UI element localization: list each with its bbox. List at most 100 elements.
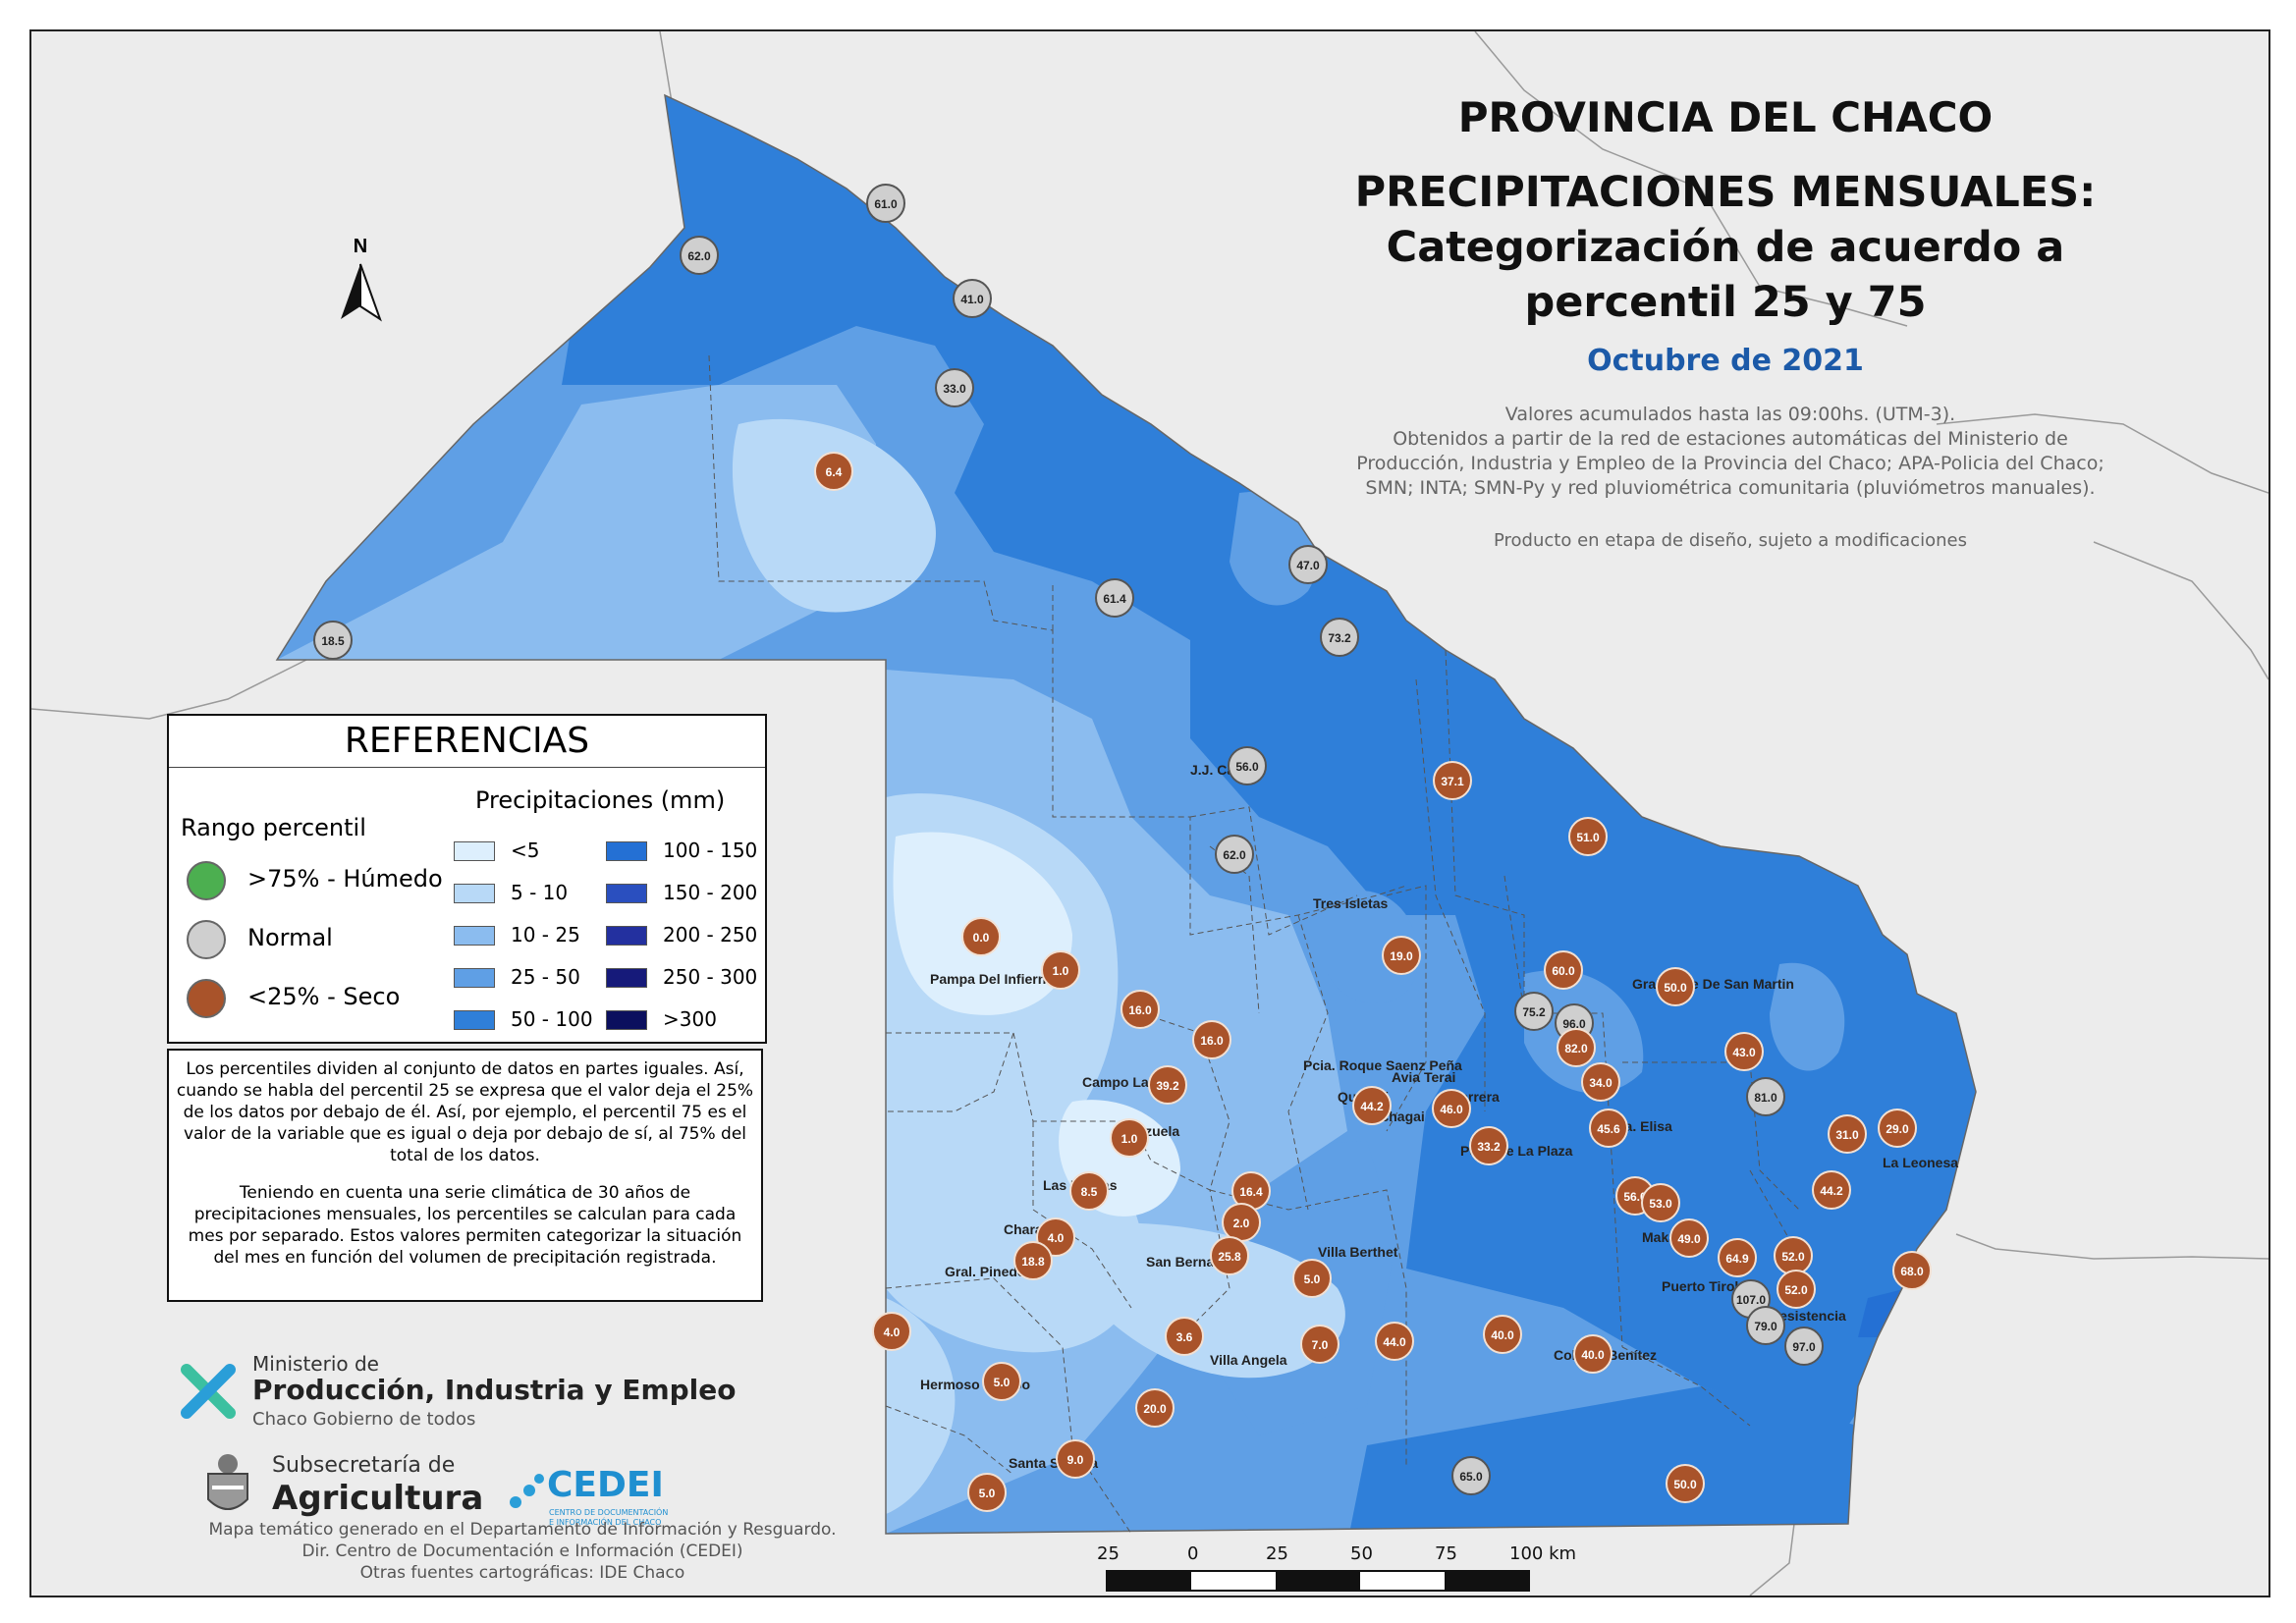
station-value: 1.0 <box>1053 964 1069 978</box>
legend-item-label: Normal <box>247 924 333 951</box>
station-marker: 60.0 <box>1544 950 1583 990</box>
station-value: 56.0 <box>1623 1190 1647 1204</box>
station-value: 62.0 <box>687 249 711 263</box>
station-marker: 81.0 <box>1746 1077 1785 1116</box>
map-frame: N J.J. Castelli Tres Isletas Pampa Del I… <box>29 29 2270 1597</box>
station-marker: 44.2 <box>1812 1170 1851 1210</box>
station-value: 75.2 <box>1522 1005 1546 1019</box>
explanation-paragraph: Los percentiles dividen al conjunto de d… <box>176 1059 754 1165</box>
station-value: 18.8 <box>1021 1255 1045 1269</box>
place-label: Resistencia <box>1770 1308 1846 1324</box>
station-dot <box>680 236 719 275</box>
logo-subsecretaria: Subsecretaría de Agricultura <box>198 1445 513 1534</box>
scale-label: 0 <box>1187 1543 1199 1564</box>
place-label: Pampa Del Infierno <box>930 971 1055 987</box>
station-value: 29.0 <box>1886 1122 1909 1136</box>
station-dot <box>1784 1326 1824 1366</box>
station-dot <box>1878 1109 1917 1148</box>
station-value: 96.0 <box>1562 1017 1586 1031</box>
legend-range-label: <5 <box>511 839 540 862</box>
scale-label: 50 <box>1350 1543 1373 1564</box>
place-label: Gral. Pinedo <box>945 1264 1025 1279</box>
title-line-3: Categorización de acuerdo a <box>1386 223 2065 272</box>
station-marker: 64.9 <box>1718 1238 1757 1277</box>
station-value: 4.0 <box>1048 1231 1065 1245</box>
station-dot <box>961 917 1001 956</box>
station-dot <box>1746 1077 1785 1116</box>
station-dot <box>1165 1317 1204 1356</box>
station-dot <box>1013 1241 1053 1280</box>
station-marker: 7.0 <box>1300 1325 1339 1364</box>
station-value: 0.0 <box>973 931 990 945</box>
station-dot <box>1669 1218 1709 1258</box>
station-dot <box>1724 1032 1764 1071</box>
station-dot <box>1382 936 1421 975</box>
logo-ministry: Ministerio de Producción, Industria y Em… <box>179 1352 768 1440</box>
station-value: 33.2 <box>1477 1140 1501 1154</box>
station-dot <box>1777 1270 1816 1309</box>
station-value: 2.0 <box>1233 1217 1250 1230</box>
description-line: Valores acumulados hasta las 09:00hs. (U… <box>1504 404 1956 425</box>
station-marker: 61.4 <box>1095 578 1134 618</box>
station-value: 41.0 <box>960 293 984 306</box>
station-value: 64.9 <box>1725 1252 1749 1266</box>
station-marker: 73.2 <box>1320 618 1359 657</box>
place-label: Villa Angela <box>1210 1352 1287 1368</box>
station-marker: 4.0 <box>872 1312 911 1351</box>
station-marker: 56.0 <box>1228 746 1267 785</box>
station-value: 65.0 <box>1459 1470 1483 1484</box>
station-value: 9.0 <box>1067 1453 1084 1467</box>
station-value: 31.0 <box>1835 1128 1859 1142</box>
shield-icon <box>207 1454 248 1510</box>
station-marker: 39.2 <box>1148 1065 1187 1105</box>
legend-range-label: 250 - 300 <box>663 965 758 989</box>
station-marker: 29.0 <box>1878 1109 1917 1148</box>
station-value: 44.0 <box>1383 1335 1406 1349</box>
station-marker: 46.0 <box>1432 1089 1471 1128</box>
station-value: 44.2 <box>1360 1100 1384 1113</box>
station-marker: 19.0 <box>1382 936 1421 975</box>
station-dot <box>1288 545 1328 584</box>
subsec-prefix: Subsecretaría de <box>272 1453 456 1478</box>
title-line-2: PRECIPITACIONES MENSUALES: <box>1354 168 2097 217</box>
station-marker: 43.0 <box>1724 1032 1764 1071</box>
station-dot <box>1300 1325 1339 1364</box>
station-dot <box>1210 1236 1249 1275</box>
scale-label: 25 <box>1266 1543 1288 1564</box>
station-value: 1.0 <box>1121 1132 1138 1146</box>
station-markers: 61.0 62.0 41.0 33.0 6.4 47.0 61.4 73.2 18.5 56.0 3… <box>313 184 1932 1512</box>
station-marker: 16.0 <box>1121 990 1160 1029</box>
station-marker: 33.2 <box>1469 1126 1508 1165</box>
station-dot <box>1192 1020 1231 1059</box>
station-dot <box>1352 1086 1392 1125</box>
station-dot <box>1095 578 1134 618</box>
station-value: 46.0 <box>1440 1103 1463 1116</box>
station-dot <box>1433 761 1472 800</box>
station-dot <box>1469 1126 1508 1165</box>
station-marker: 6.4 <box>814 452 853 491</box>
station-dot <box>1110 1118 1149 1158</box>
station-marker: 47.0 <box>1288 545 1328 584</box>
station-marker: 82.0 <box>1557 1028 1596 1067</box>
station-marker: 62.0 <box>1215 835 1254 874</box>
station-marker: 79.0 <box>1746 1306 1785 1345</box>
station-dot <box>866 184 905 223</box>
ministry-name: Producción, Industria y Empleo <box>252 1374 737 1406</box>
station-value: 51.0 <box>1576 831 1600 844</box>
station-value: 50.0 <box>1673 1478 1697 1491</box>
station-value: 50.0 <box>1664 981 1687 995</box>
station-value: 16.4 <box>1239 1185 1263 1199</box>
station-dot <box>1375 1322 1414 1361</box>
station-dot <box>1451 1456 1491 1495</box>
station-dot <box>1215 835 1254 874</box>
station-value: 33.0 <box>943 382 966 396</box>
title-month: Octubre de 2021 <box>1587 344 1864 378</box>
cedei-name: CEDEI <box>547 1465 664 1505</box>
north-arrow: N <box>341 236 382 322</box>
station-dot <box>1812 1170 1851 1210</box>
scale-label: 25 <box>1097 1543 1120 1564</box>
station-value: 3.6 <box>1176 1330 1193 1344</box>
station-dot <box>1320 618 1359 657</box>
place-label: Puerto Tirol <box>1662 1278 1738 1294</box>
station-value: 73.2 <box>1328 631 1351 645</box>
